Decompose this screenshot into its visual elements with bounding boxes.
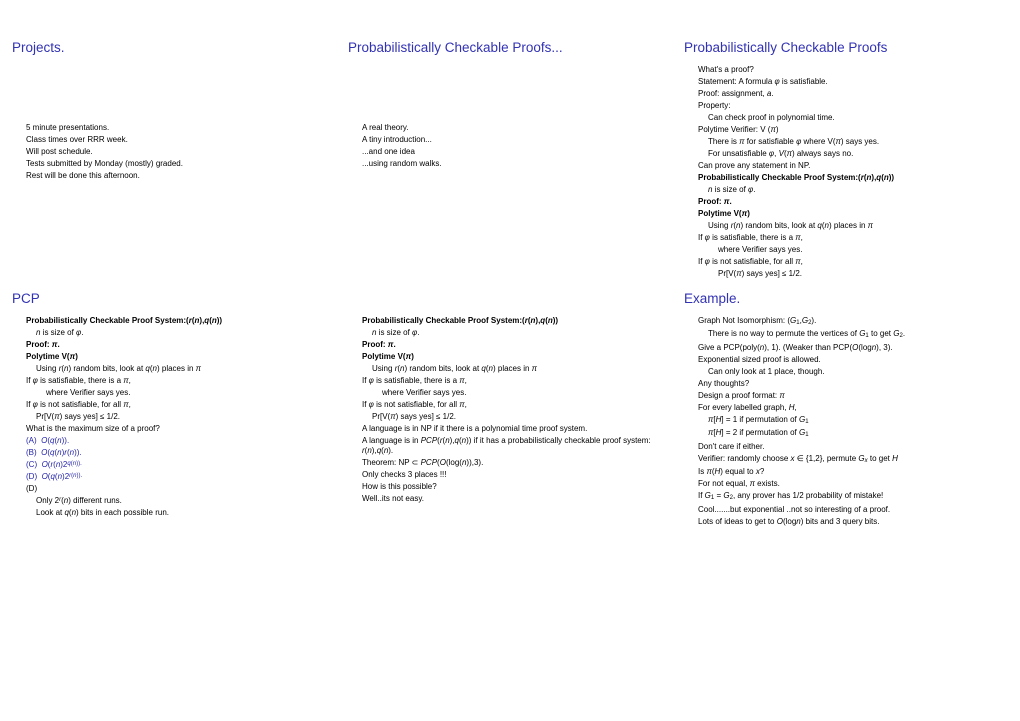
text: Tests submitted by Monday (mostly) grade… [26, 159, 336, 169]
option-a: (A) O(q(n)). [26, 436, 336, 446]
text: Well..its not easy. [362, 494, 672, 504]
text: What is the maximum size of a proof? [26, 424, 336, 434]
text: Give a PCP(poly(n), 1). (Weaker than PCP… [698, 343, 1008, 353]
text: If φ is not satisfiable, for all π, [362, 400, 672, 410]
slide-title: Probabilistically Checkable Proofs... [348, 40, 672, 57]
text: Can prove any statement in NP. [698, 161, 1008, 171]
text: Using r(n) random bits, look at q(n) pla… [698, 221, 1008, 231]
text: where Verifier says yes. [26, 388, 336, 398]
text: If φ is not satisfiable, for all π, [26, 400, 336, 410]
text: If G1 = G2, any prover has 1/2 probabili… [698, 491, 1008, 503]
text: A tiny introduction... [362, 135, 672, 145]
text: Polytime Verifier: V (π) [698, 125, 1008, 135]
text: Design a proof format: π [698, 391, 1008, 401]
text: Proof: π. [698, 197, 1008, 207]
text: How is this possible? [362, 482, 672, 492]
text: Proof: π. [362, 340, 672, 350]
text: If φ is not satisfiable, for all π, [698, 257, 1008, 267]
slide-pcp: Probabilistically Checkable Proofs What'… [678, 40, 1014, 281]
text: Polytime V(π) [362, 352, 672, 362]
text: Theorem: NP ⊂ PCP(O(log(n)),3). [362, 458, 672, 468]
text: Any thoughts? [698, 379, 1008, 389]
slide-title: Probabilistically Checkable Proofs [684, 40, 1008, 57]
option-b: (B) O(q(n)r(n)). [26, 448, 336, 458]
text: Property: [698, 101, 1008, 111]
slide-pcp-intro: Probabilistically Checkable Proofs... A … [342, 40, 678, 281]
text: π[H] = 2 if permutation of G1 [698, 428, 1008, 440]
text: Proof: assignment, a. [698, 89, 1008, 99]
text: A language is in NP if it there is a pol… [362, 424, 672, 434]
text: Can only look at 1 place, though. [698, 367, 1008, 377]
text: A language is in PCP(r(n),q(n)) if it ha… [362, 436, 672, 456]
slide-title: Projects. [12, 40, 336, 57]
text: Using r(n) random bits, look at q(n) pla… [26, 364, 336, 374]
slide-grid: Projects. 5 minute presentations. Class … [0, 0, 1020, 529]
text: If φ is satisfiable, there is a π, [362, 376, 672, 386]
text: where Verifier says yes. [362, 388, 672, 398]
option-d: (D) O(q(n)2r(n)). [26, 472, 336, 482]
text: If φ is satisfiable, there is a π, [26, 376, 336, 386]
option-c: (C) O(r(n)2q(n)). [26, 460, 336, 470]
text: For not equal, π exists. [698, 479, 1008, 489]
text: (D) [26, 484, 336, 494]
text: Look at q(n) bits in each possible run. [26, 508, 336, 518]
text: Can check proof in polynomial time. [698, 113, 1008, 123]
text: where Verifier says yes. [698, 245, 1008, 255]
text: Class times over RRR week. [26, 135, 336, 145]
text: n is size of φ. [698, 185, 1008, 195]
text: n is size of φ. [362, 328, 672, 338]
text: Exponential sized proof is allowed. [698, 355, 1008, 365]
text: Cool.......but exponential ..not so inte… [698, 505, 1008, 515]
text: π[H] = 1 if permutation of G1 [698, 415, 1008, 427]
text: Pr[V(π) says yes] ≤ 1/2. [362, 412, 672, 422]
text: Pr[V(π) says yes] ≤ 1/2. [26, 412, 336, 422]
text: Only 2r(n) different runs. [26, 496, 336, 506]
slide-title: Example. [684, 291, 1008, 308]
text: What's a proof? [698, 65, 1008, 75]
text: n is size of φ. [26, 328, 336, 338]
text: Polytime V(π) [698, 209, 1008, 219]
text: Probabilistically Checkable Proof System… [26, 316, 336, 326]
text: Polytime V(π) [26, 352, 336, 362]
slide-pcp-question: PCP Probabilistically Checkable Proof Sy… [6, 291, 342, 529]
text: Proof: π. [26, 340, 336, 350]
text: Don't care if either. [698, 442, 1008, 452]
text: For unsatisfiable φ, V(π) always says no… [698, 149, 1008, 159]
text: Verifier: randomly choose x ∈ {1,2}, per… [698, 454, 1008, 466]
text: 5 minute presentations. [26, 123, 336, 133]
text: Graph Not Isomorphism: (G1,G2). [698, 316, 1008, 328]
text: Pr[V(π) says yes] ≤ 1/2. [698, 269, 1008, 279]
text: Statement: A formula φ is satisfiable. [698, 77, 1008, 87]
text: Only checks 3 places !!! [362, 470, 672, 480]
text: Lots of ideas to get to O(logn) bits and… [698, 517, 1008, 527]
text: There is no way to permute the vertices … [698, 329, 1008, 341]
text: Using r(n) random bits, look at q(n) pla… [362, 364, 672, 374]
slide-example: Example. Graph Not Isomorphism: (G1,G2).… [678, 291, 1014, 529]
slide-title: PCP [12, 291, 336, 308]
text: There is π for satisfiable φ where V(π) … [698, 137, 1008, 147]
text: ...and one idea [362, 147, 672, 157]
slide-pcp-theorem: Probabilistically Checkable Proof System… [342, 291, 678, 529]
text: If φ is satisfiable, there is a π, [698, 233, 1008, 243]
text: Probabilistically Checkable Proof System… [362, 316, 672, 326]
slide-title [348, 291, 672, 308]
text: For every labelled graph, H, [698, 403, 1008, 413]
text: Is π(H) equal to x? [698, 467, 1008, 477]
text: Will post schedule. [26, 147, 336, 157]
text: ...using random walks. [362, 159, 672, 169]
text: Rest will be done this afternoon. [26, 171, 336, 181]
slide-projects: Projects. 5 minute presentations. Class … [6, 40, 342, 281]
text: Probabilistically Checkable Proof System… [698, 173, 1008, 183]
text: A real theory. [362, 123, 672, 133]
